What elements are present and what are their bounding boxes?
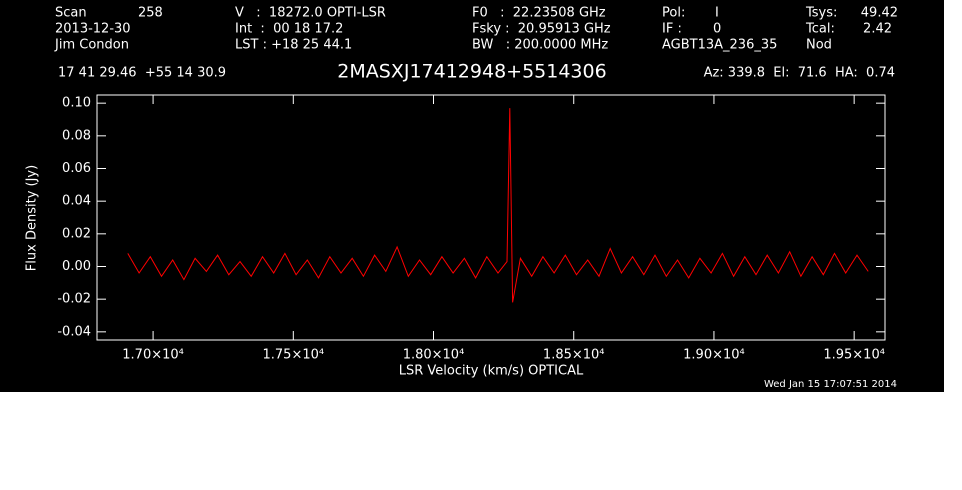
y-tick-label: -0.04 <box>57 324 91 339</box>
timestamp: Wed Jan 15 17:07:51 2014 <box>764 379 897 390</box>
header-text: Fsky : 20.95913 GHz <box>472 22 611 37</box>
header-text: Nod <box>806 38 832 53</box>
header-text: Tcal: <box>805 22 835 37</box>
header-text: 2013-12-30 <box>55 22 131 37</box>
x-tick-label: 1.75×10⁴ <box>263 348 325 363</box>
plot-frame <box>96 94 886 341</box>
y-axis-label: Flux Density (Jy) <box>25 165 40 271</box>
header-text: Scan <box>55 6 87 21</box>
header-text: 0 <box>713 22 721 37</box>
chart-title: 2MASXJ17412948+5514306 <box>337 61 606 83</box>
header-text: AGBT13A_236_35 <box>662 38 777 53</box>
spectrum-line <box>127 108 869 303</box>
header-text: Int : 00 18 17.2 <box>235 22 343 37</box>
header-text: Pol: <box>662 6 685 21</box>
header-text: F0 : 22.23508 GHz <box>472 6 606 21</box>
header-text: Tsys: <box>805 6 837 21</box>
y-tick-label: 0.00 <box>62 259 91 274</box>
y-tick-label: 0.06 <box>62 161 91 176</box>
header-text: 258 <box>138 6 163 21</box>
y-tick-label: 0.02 <box>62 226 91 241</box>
x-tick-label: 1.80×10⁴ <box>403 348 465 363</box>
x-tick-label: 1.85×10⁴ <box>543 348 605 363</box>
header-text: LST : +18 25 44.1 <box>235 38 352 53</box>
header-text: 49.42 <box>861 6 898 21</box>
y-tick-label: 0.04 <box>62 194 91 209</box>
y-tick-label: 0.10 <box>62 96 91 111</box>
x-tick-label: 1.95×10⁴ <box>823 348 885 363</box>
header-text: Az: 339.8 El: 71.6 HA: 0.74 <box>704 66 895 81</box>
header-text: 17 41 29.46 +55 14 30.9 <box>58 66 226 81</box>
header-text: BW : 200.0000 MHz <box>472 38 608 53</box>
header-text: 2.42 <box>863 22 892 37</box>
x-tick-label: 1.70×10⁴ <box>122 348 184 363</box>
header-text: Jim Condon <box>54 38 129 53</box>
plot-background <box>0 0 944 392</box>
header-text: IF : <box>662 22 682 37</box>
header-text: V : 18272.0 OPTI-LSR <box>235 6 386 21</box>
y-tick-label: 0.08 <box>62 128 91 143</box>
header-text: I <box>715 6 719 21</box>
x-tick-label: 1.90×10⁴ <box>683 348 745 363</box>
x-axis-label: LSR Velocity (km/s) OPTICAL <box>399 364 584 379</box>
y-tick-label: -0.02 <box>57 292 91 307</box>
